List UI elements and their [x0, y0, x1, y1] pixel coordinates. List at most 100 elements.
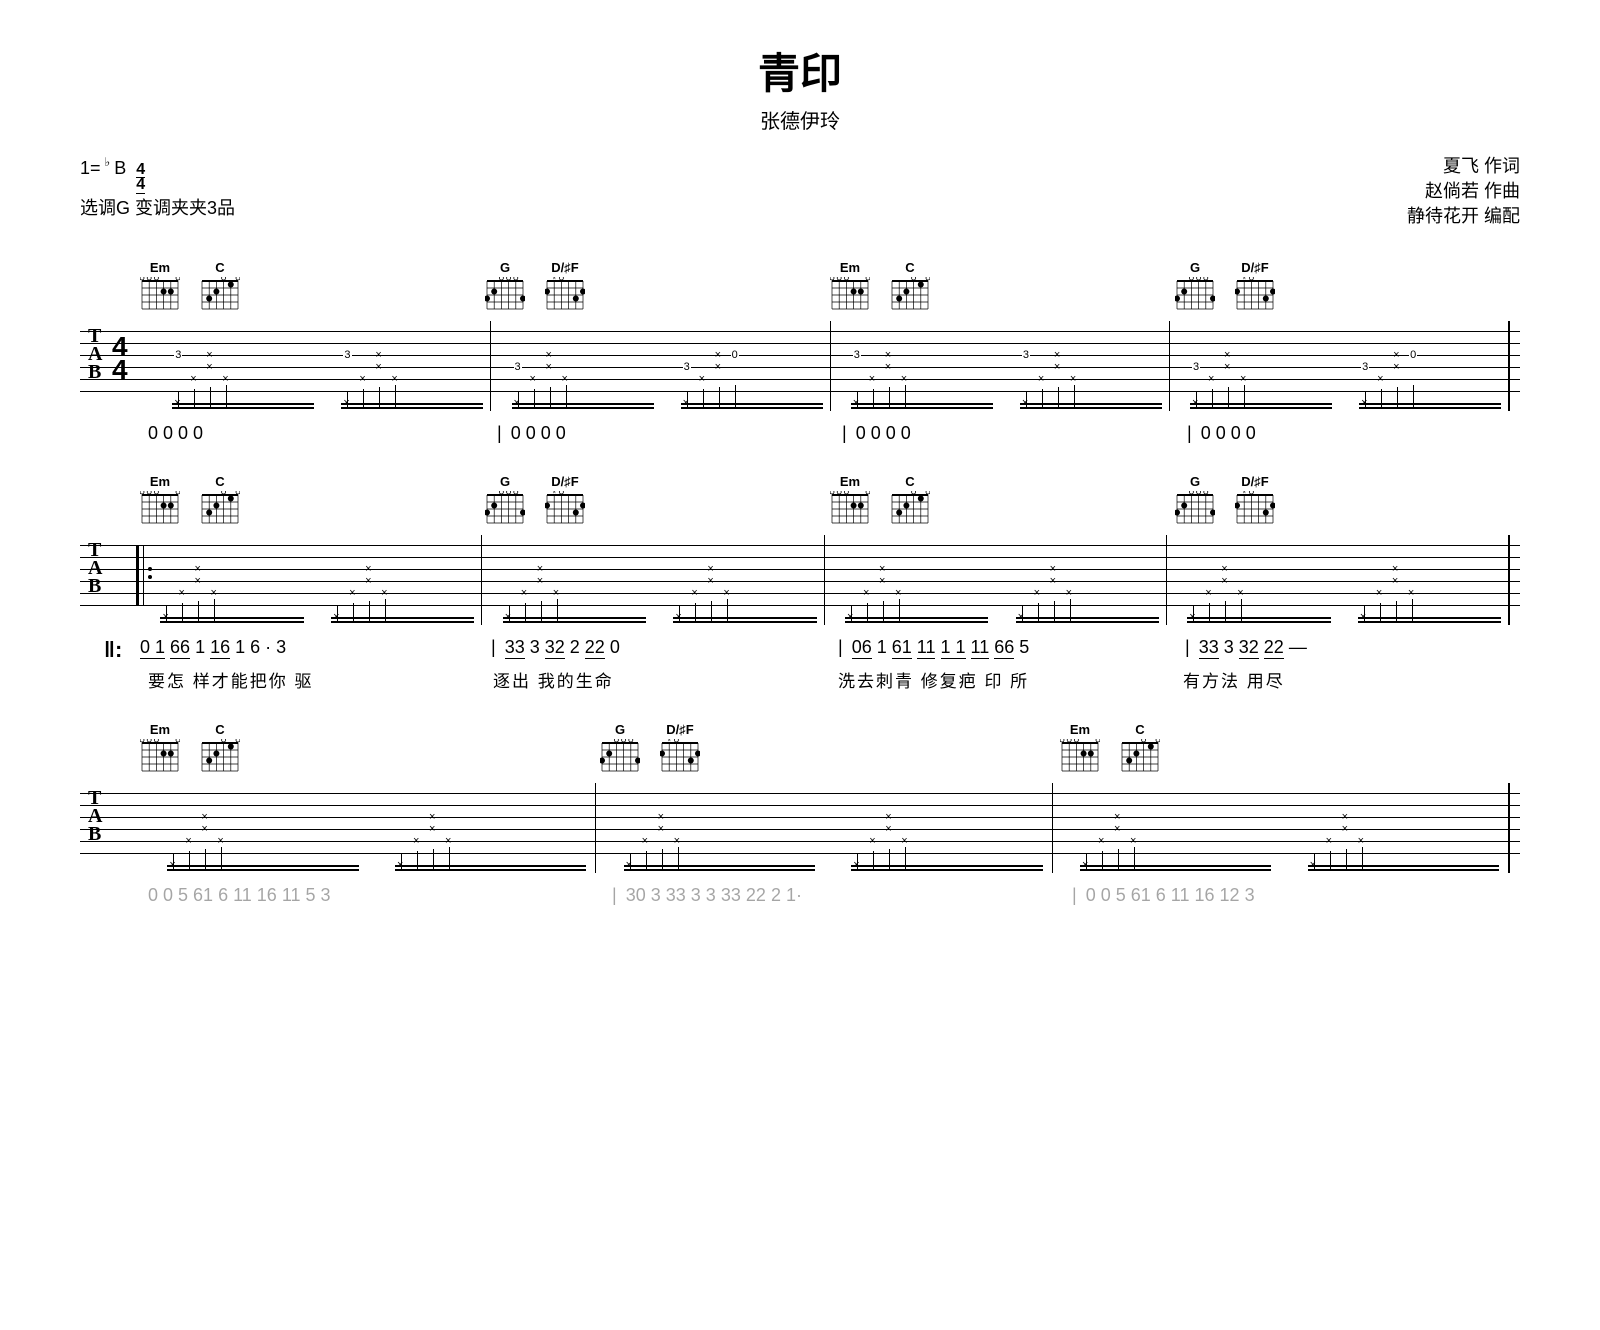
note-stem [369, 601, 370, 623]
note-stem [711, 601, 712, 623]
note-column: × [624, 801, 638, 871]
note-column: ×× [427, 801, 441, 871]
chord-diagram: C [1120, 722, 1160, 775]
note-column: ×× [192, 553, 206, 623]
tab-x: × [1070, 373, 1076, 385]
tab-x: × [1050, 563, 1056, 575]
chord-grid [830, 491, 870, 527]
tab-x: × [1054, 349, 1060, 361]
note-stem [194, 389, 195, 409]
tab-measure: 3×××××3××××0 [1170, 321, 1510, 411]
beat-group: ××××× [851, 801, 1042, 871]
chord-measure-group: GD/♯F× [1175, 260, 1520, 313]
beam [503, 621, 646, 623]
note-stem [1381, 389, 1382, 409]
tab-x: × [1326, 835, 1332, 847]
beat-group: ××××× [395, 801, 586, 871]
tab-x: × [201, 823, 207, 835]
tab-x: × [869, 835, 875, 847]
chord-row: EmCGD/♯F×EmCGD/♯F× [140, 260, 1520, 313]
note-column: × [395, 801, 409, 871]
svg-text:×: × [552, 277, 556, 282]
chord-grid [1120, 739, 1160, 775]
note-column: × [672, 801, 686, 871]
beam [673, 621, 816, 623]
note-column: × [379, 553, 393, 623]
chord-grid [485, 277, 525, 313]
beat-group: ××××× [673, 553, 816, 623]
tab-measure: ××××× ××××× [482, 535, 824, 625]
chord-grid [140, 277, 180, 313]
beat-group: ××××× [503, 553, 646, 623]
beam [851, 869, 1042, 871]
note-column: × [899, 339, 913, 409]
note-column: × [1324, 801, 1338, 871]
note-column: × [1238, 339, 1252, 409]
tab-x: × [391, 373, 397, 385]
note-column: × [1096, 801, 1110, 871]
note-column: × [1064, 553, 1078, 623]
beam [167, 865, 358, 867]
beam [681, 407, 823, 409]
chord-diagram: C [200, 474, 240, 527]
note-stem [1225, 601, 1226, 623]
chord-name: Em [150, 474, 170, 489]
note-column: ×× [713, 339, 727, 409]
chord-name: D/♯F [666, 722, 693, 737]
tab-x: × [1224, 349, 1230, 361]
chord-name: C [1135, 722, 1144, 737]
chord-name: D/♯F [1241, 474, 1268, 489]
key-prefix: 1= [80, 154, 101, 183]
fret-number: 3 [1022, 349, 1030, 361]
tab-x: × [1342, 811, 1348, 823]
tab-x: × [658, 823, 664, 835]
tab-x: × [537, 575, 543, 587]
note-stem [867, 603, 868, 623]
beat-group: ××××× [160, 553, 303, 623]
tab-x: × [194, 563, 200, 575]
chord-grid [200, 491, 240, 527]
note-stem [189, 851, 190, 871]
note-stem [214, 599, 215, 623]
note-stem [1074, 385, 1075, 409]
note-column: × [167, 801, 181, 871]
lyric-measure: 洗去刺青 修复疤 印 所 [830, 667, 1175, 692]
tab-measure: ×××××××××× [140, 783, 596, 873]
note-stem [379, 387, 380, 409]
beam [503, 617, 646, 619]
chord-name: C [215, 722, 224, 737]
note-column: ×× [705, 553, 719, 623]
tab-x: × [707, 563, 713, 575]
tab-x: × [1224, 361, 1230, 373]
tab-x: × [863, 587, 869, 599]
chord-grid: × [1235, 491, 1275, 527]
repeat-start-bar [136, 545, 144, 605]
jianpu-row: 0 0 0 0| 0 0 0 0| 0 0 0 0| 0 0 0 0 [140, 423, 1520, 444]
tab-content: 3×××××3×××××3×××××3××××03×××××3×××××3×××… [152, 321, 1510, 411]
chord-name: D/♯F [551, 474, 578, 489]
note-stem [1058, 387, 1059, 409]
beam [512, 403, 654, 405]
note-column: × [1128, 801, 1142, 871]
tab-x: × [445, 835, 451, 847]
note-column: 3× [1359, 339, 1373, 409]
beam [1308, 869, 1499, 871]
key-info: 1=♭B 4 4 选调G 变调夹夹3品 [80, 154, 235, 230]
chord-name: D/♯F [551, 260, 578, 275]
note-column: × [851, 801, 865, 871]
tab-x: × [1034, 587, 1040, 599]
note-column: × [1375, 339, 1389, 409]
note-stem [889, 849, 890, 871]
note-column: ×× [199, 801, 213, 871]
fret-number: 3 [343, 349, 351, 361]
note-column: × [331, 553, 345, 623]
note-stem [525, 603, 526, 623]
beat-group: 3××××× [1020, 339, 1162, 409]
tab-x: × [1221, 575, 1227, 587]
jianpu-measure: 0 0 0 0 [140, 423, 485, 444]
note-stem [695, 603, 696, 623]
tab-content: ×××××××××××××××××××××××××××××××××××××××× [140, 535, 1510, 625]
note-column: ×× [363, 553, 377, 623]
beat-group: ××××× [1358, 553, 1501, 623]
jianpu-row: ‖:0 1 66 1 16 1 6 · 3| 33 3 32 2 22 0| 0… [140, 637, 1520, 663]
